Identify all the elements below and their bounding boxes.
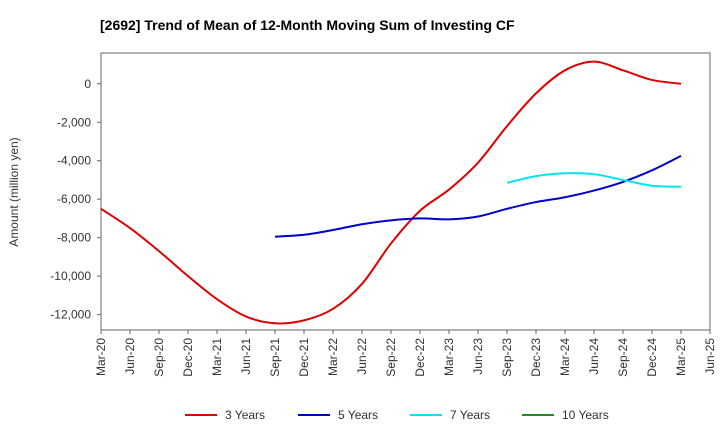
x-tick-label: Sep-20 bbox=[152, 338, 166, 377]
y-tick-label: -10,000 bbox=[50, 269, 91, 283]
x-tick-label: Dec-23 bbox=[529, 338, 543, 377]
x-tick-label: Jun-20 bbox=[123, 338, 137, 375]
series-lines bbox=[100, 60, 682, 325]
x-tick-label: Mar-24 bbox=[558, 338, 572, 376]
y-tick-label: -6,000 bbox=[57, 192, 91, 206]
x-tick-label: Jun-24 bbox=[587, 338, 601, 375]
y-tick-label: -2,000 bbox=[57, 115, 91, 129]
x-tick-label: Mar-22 bbox=[326, 338, 340, 376]
legend: 3 Years 5 Years 7 Years 10 Years bbox=[185, 408, 609, 422]
series-line-7-years bbox=[506, 172, 682, 188]
x-tick-label: Mar-23 bbox=[442, 338, 456, 376]
x-tick-label: Sep-24 bbox=[616, 338, 630, 377]
x-tick-label: Sep-22 bbox=[384, 338, 398, 377]
legend-label-5-years: 5 Years bbox=[338, 408, 378, 422]
x-tick-label: Dec-22 bbox=[413, 338, 427, 377]
x-tick-label: Dec-20 bbox=[181, 338, 195, 377]
x-tick-label: Jun-21 bbox=[239, 338, 253, 375]
x-tick-label: Jun-23 bbox=[471, 338, 485, 375]
x-tick-label: Mar-20 bbox=[94, 338, 108, 376]
legend-label-3-years: 3 Years bbox=[225, 408, 265, 422]
legend-label-10-years: 10 Years bbox=[562, 408, 609, 422]
x-tick-label: Jun-22 bbox=[355, 338, 369, 375]
x-tick-label: Mar-25 bbox=[674, 338, 688, 376]
plot-area bbox=[100, 52, 711, 331]
series-line-5-years bbox=[274, 155, 682, 238]
y-tick-label: -8,000 bbox=[57, 231, 91, 245]
series-line-3-years bbox=[100, 60, 682, 325]
y-tick-label: -12,000 bbox=[50, 308, 91, 322]
x-tick-label: Dec-24 bbox=[645, 338, 659, 377]
chart-title: [2692] Trend of Mean of 12-Month Moving … bbox=[100, 17, 515, 33]
x-tick-label: Sep-21 bbox=[268, 338, 282, 377]
x-tick-label: Mar-21 bbox=[210, 338, 224, 376]
x-tick-label: Jun-25 bbox=[703, 338, 717, 375]
axes: 0 -2,000 -4,000 -6,000 -8,000 -10,000 -12,000 M… bbox=[50, 52, 717, 377]
y-tick-label: -4,000 bbox=[57, 154, 91, 168]
legend-label-7-years: 7 Years bbox=[450, 408, 490, 422]
y-tick-label: 0 bbox=[84, 77, 91, 91]
x-tick-label: Sep-23 bbox=[500, 338, 514, 377]
y-axis-label: Amount (million yen) bbox=[7, 137, 21, 246]
x-tick-label: Dec-21 bbox=[297, 338, 311, 377]
